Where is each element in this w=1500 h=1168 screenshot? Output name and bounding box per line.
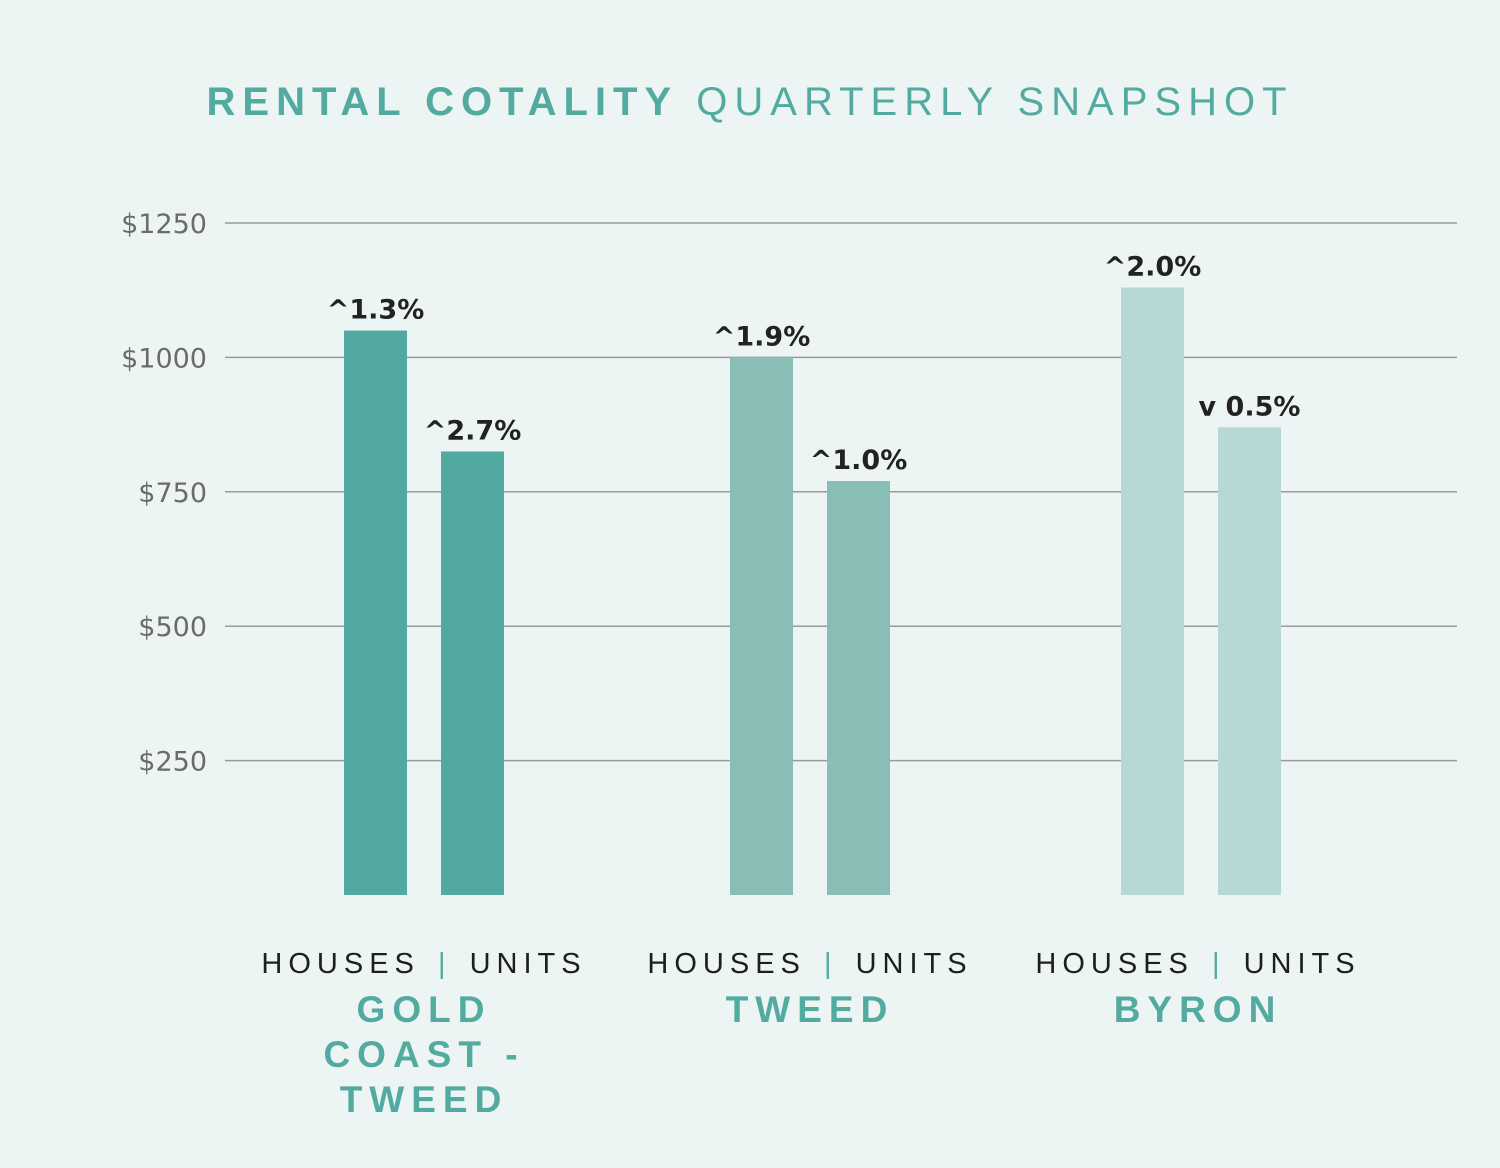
bar-houses xyxy=(1121,287,1184,896)
chart-title-bold: RENTAL COTALITY xyxy=(206,80,679,124)
bars xyxy=(344,287,1281,896)
units-label: UNITS xyxy=(855,948,973,980)
change-label: ^1.3% xyxy=(327,295,425,326)
bar-houses xyxy=(730,357,793,895)
change-label: ^1.9% xyxy=(713,321,811,352)
change-label: ^1.0% xyxy=(810,445,908,476)
group-caption-byron: HOUSES | UNITS BYRON xyxy=(1003,948,1393,1032)
bar-type-line: HOUSES | UNITS xyxy=(615,948,1005,981)
separator: | xyxy=(1211,948,1226,980)
bar-units xyxy=(441,451,504,895)
chart-title-light: QUARTERLY SNAPSHOT xyxy=(696,80,1294,124)
y-axis-ticks: $250 $500 $750 $1000 $1250 xyxy=(121,209,207,778)
y-tick-label: $1250 xyxy=(121,209,207,240)
separator: | xyxy=(823,948,838,980)
region-label-gold-coast-tweed: GOLD COAST - TWEED xyxy=(323,989,525,1120)
houses-label: HOUSES xyxy=(1035,948,1194,980)
separator: | xyxy=(437,948,452,980)
bar-type-line: HOUSES | UNITS xyxy=(229,948,619,981)
chart-title: RENTAL COTALITY QUARTERLY SNAPSHOT xyxy=(0,80,1500,125)
houses-label: HOUSES xyxy=(647,948,806,980)
y-tick-label: $1000 xyxy=(121,343,207,374)
y-tick-label: $750 xyxy=(138,478,207,509)
change-label: ^2.0% xyxy=(1104,252,1202,283)
bar-units xyxy=(827,481,890,895)
units-label: UNITS xyxy=(469,948,587,980)
region-label-tweed: TWEED xyxy=(725,989,895,1030)
houses-label: HOUSES xyxy=(261,948,420,980)
group-caption-tweed: HOUSES | UNITS TWEED xyxy=(615,948,1005,1032)
change-label: ^2.7% xyxy=(424,415,522,446)
y-tick-label: $250 xyxy=(138,747,207,778)
bar-type-line: HOUSES | UNITS xyxy=(1003,948,1393,981)
units-label: UNITS xyxy=(1243,948,1361,980)
data-labels: ^1.3% ^2.7% ^1.9% ^1.0% ^2.0% v 0.5% xyxy=(327,252,1301,477)
group-caption-gold-coast-tweed: HOUSES | UNITS GOLD COAST - TWEED xyxy=(229,948,619,1122)
bar-houses xyxy=(344,330,407,895)
y-tick-label: $500 xyxy=(138,612,207,643)
change-label: v 0.5% xyxy=(1199,391,1301,422)
bar-units xyxy=(1218,427,1281,895)
region-label-byron: BYRON xyxy=(1113,989,1283,1030)
